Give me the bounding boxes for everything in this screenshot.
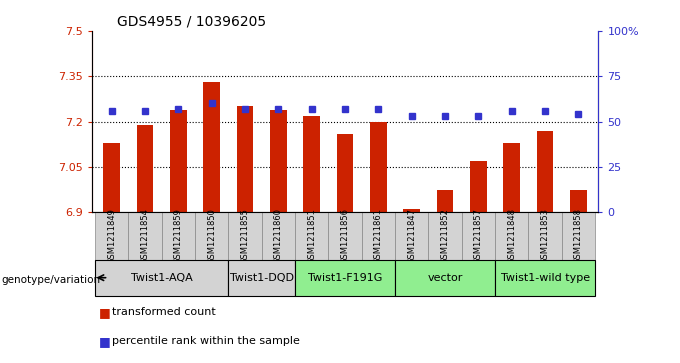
- Bar: [95, 260, 228, 296]
- Bar: [328, 212, 362, 260]
- Bar: [103, 143, 120, 212]
- Bar: [129, 212, 162, 260]
- Bar: [462, 212, 495, 260]
- Bar: [203, 82, 220, 212]
- Text: GSM1211848: GSM1211848: [507, 208, 516, 264]
- Text: GSM1211858: GSM1211858: [574, 208, 583, 264]
- Bar: [295, 260, 395, 296]
- Text: GSM1211850: GSM1211850: [207, 208, 216, 264]
- Text: GSM1211852: GSM1211852: [441, 208, 449, 264]
- Bar: [503, 143, 520, 212]
- Text: GSM1211853: GSM1211853: [541, 208, 549, 264]
- Bar: [303, 115, 320, 212]
- Text: GSM1211856: GSM1211856: [341, 208, 350, 264]
- Text: GSM1211849: GSM1211849: [107, 208, 116, 264]
- Text: GDS4955 / 10396205: GDS4955 / 10396205: [117, 14, 267, 28]
- Bar: [362, 212, 395, 260]
- Bar: [537, 131, 554, 212]
- Text: GSM1211854: GSM1211854: [141, 208, 150, 264]
- Text: percentile rank within the sample: percentile rank within the sample: [112, 336, 300, 346]
- Bar: [137, 125, 154, 212]
- Text: genotype/variation: genotype/variation: [1, 275, 101, 285]
- Text: GSM1211855: GSM1211855: [241, 208, 250, 264]
- Bar: [162, 212, 195, 260]
- Bar: [403, 209, 420, 212]
- Text: Twist1-DQD: Twist1-DQD: [230, 273, 294, 283]
- Bar: [395, 212, 428, 260]
- Text: GSM1211857: GSM1211857: [474, 208, 483, 264]
- Bar: [528, 212, 562, 260]
- Text: ■: ■: [99, 335, 110, 348]
- Bar: [237, 106, 254, 212]
- Bar: [228, 212, 262, 260]
- Bar: [195, 212, 228, 260]
- Bar: [270, 110, 287, 212]
- Text: Twist1-wild type: Twist1-wild type: [500, 273, 590, 283]
- Bar: [570, 190, 587, 212]
- Bar: [262, 212, 295, 260]
- Bar: [437, 190, 454, 212]
- Text: GSM1211860: GSM1211860: [274, 208, 283, 264]
- Text: GSM1211859: GSM1211859: [174, 208, 183, 264]
- Text: GSM1211861: GSM1211861: [374, 208, 383, 264]
- Bar: [428, 212, 462, 260]
- Bar: [495, 212, 528, 260]
- Bar: [337, 134, 354, 212]
- Bar: [295, 212, 328, 260]
- Text: GSM1211847: GSM1211847: [407, 208, 416, 264]
- Text: vector: vector: [428, 273, 463, 283]
- Text: Twist1-F191G: Twist1-F191G: [308, 273, 382, 283]
- Bar: [495, 260, 595, 296]
- Bar: [370, 122, 387, 212]
- Bar: [95, 212, 129, 260]
- Bar: [562, 212, 595, 260]
- Bar: [228, 260, 295, 296]
- Bar: [170, 110, 187, 212]
- Text: ■: ■: [99, 306, 110, 319]
- Text: GSM1211851: GSM1211851: [307, 208, 316, 264]
- Text: Twist1-AQA: Twist1-AQA: [131, 273, 192, 283]
- Bar: [395, 260, 495, 296]
- Text: transformed count: transformed count: [112, 307, 216, 317]
- Bar: [470, 161, 487, 212]
